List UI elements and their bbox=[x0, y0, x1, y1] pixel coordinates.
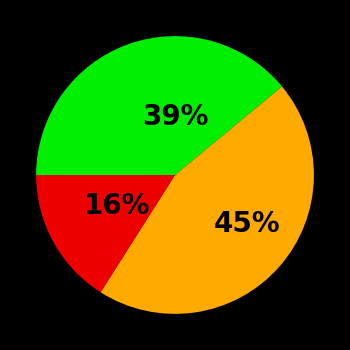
Text: 45%: 45% bbox=[214, 210, 281, 238]
Wedge shape bbox=[36, 175, 175, 292]
Text: 16%: 16% bbox=[84, 191, 150, 219]
Text: 39%: 39% bbox=[142, 103, 208, 131]
Wedge shape bbox=[36, 36, 282, 175]
Wedge shape bbox=[100, 86, 314, 314]
